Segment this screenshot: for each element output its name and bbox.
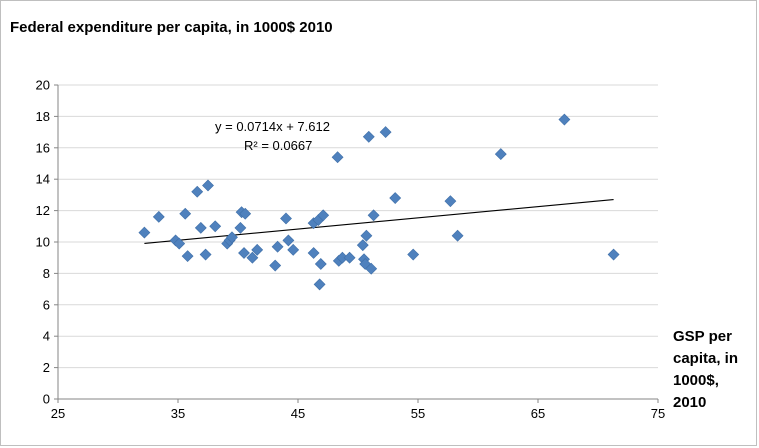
data-point	[138, 226, 151, 239]
data-point	[307, 247, 320, 259]
gridlines	[58, 84, 658, 369]
data-point	[173, 237, 186, 250]
y-tick-label: 14	[36, 172, 50, 187]
x-axis-title: GSP per capita, in 1000$, 2010	[673, 328, 739, 411]
data-point	[444, 195, 457, 208]
y-axis-title: Federal expenditure per capita, in 1000$…	[10, 19, 333, 36]
data-point	[280, 212, 292, 225]
data-point	[199, 248, 212, 261]
axes	[54, 84, 659, 403]
data-point	[494, 148, 507, 161]
data-point	[181, 250, 194, 263]
tick-labels: 0 2 4 6 8 10 12 14 16 18 20 25 35 45 55 65 75	[36, 78, 666, 422]
trendline-equation: y = 0.0714x + 7.612	[215, 119, 330, 134]
data-point	[202, 179, 214, 192]
data-point	[360, 229, 373, 242]
data-point	[179, 207, 192, 220]
x-tick-label: 75	[651, 406, 665, 421]
y-tick-label: 10	[36, 235, 50, 250]
y-tick-label: 20	[36, 78, 50, 93]
y-tick-label: 6	[43, 297, 50, 312]
y-tick-label: 8	[43, 266, 50, 281]
data-point	[282, 234, 295, 247]
y-tick-label: 12	[36, 203, 50, 218]
data-point	[317, 209, 330, 222]
y-tick-label: 0	[43, 392, 50, 407]
data-point	[365, 262, 378, 275]
data-point	[379, 126, 392, 139]
data-point	[209, 220, 222, 233]
y-tick-label: 16	[36, 140, 50, 155]
data-point	[389, 192, 402, 204]
data-point	[314, 258, 327, 270]
y-tick-label: 2	[43, 360, 50, 375]
data-point	[331, 151, 344, 164]
data-point	[246, 251, 259, 264]
data-point	[407, 248, 420, 261]
data-point	[251, 243, 264, 256]
data-point	[287, 243, 300, 256]
y-tick-label: 18	[36, 109, 50, 124]
data-point	[191, 185, 204, 198]
data-point	[152, 210, 165, 223]
data-point	[194, 221, 207, 234]
data-point	[343, 251, 356, 264]
x-tick-label: 55	[411, 406, 425, 421]
trendline-r-squared: R² = 0.0667	[244, 138, 312, 153]
x-tick-label: 65	[531, 406, 545, 421]
data-point	[356, 239, 369, 252]
data-point	[313, 278, 326, 291]
data-point	[269, 259, 282, 272]
data-point	[234, 221, 247, 234]
data-points	[138, 113, 620, 291]
trendline-group	[144, 199, 614, 244]
y-tick-label: 4	[43, 329, 50, 344]
x-tick-label: 35	[171, 406, 185, 421]
data-point	[238, 247, 250, 259]
data-point	[271, 240, 284, 253]
x-tick-label: 45	[291, 406, 305, 421]
data-point	[607, 248, 620, 261]
trendline	[144, 199, 614, 244]
data-point	[239, 207, 252, 220]
x-tick-label: 25	[51, 406, 65, 421]
data-point	[451, 229, 464, 242]
data-point	[558, 113, 571, 126]
data-point	[362, 130, 375, 143]
data-point	[367, 209, 380, 222]
data-point	[226, 231, 238, 244]
